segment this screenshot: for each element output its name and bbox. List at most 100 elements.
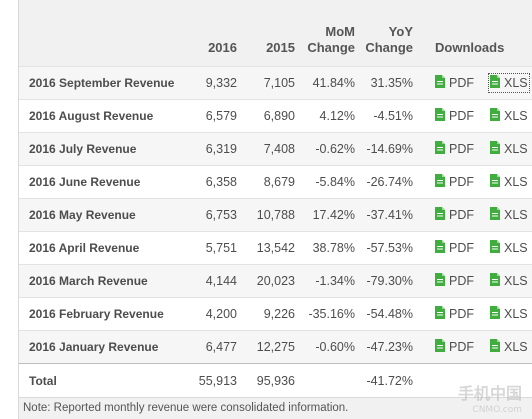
row-label: 2016 July Revenue xyxy=(19,131,191,165)
pdf-download-link[interactable]: PDF xyxy=(435,305,474,322)
total-downloads-cell xyxy=(421,362,532,399)
total-row: Total 55,913 95,936 -41.72% xyxy=(19,362,532,399)
file-icon xyxy=(490,173,504,190)
pdf-download-link[interactable]: PDF xyxy=(435,272,474,289)
table-row: 2016 May Revenue 6,753 10,788 17.42% -37.41%… xyxy=(19,197,532,231)
yoy-change: -14.69% xyxy=(363,131,421,165)
value-2016: 6,319 xyxy=(191,131,245,165)
mom-change: 4.12% xyxy=(303,98,363,132)
xls-download-link[interactable]: XLS xyxy=(490,140,528,157)
value-2015: 10,788 xyxy=(245,197,303,231)
pdf-label: PDF xyxy=(449,240,474,255)
header-yoy-line1: YoY xyxy=(388,23,413,39)
value-2016: 6,579 xyxy=(191,98,245,132)
downloads-cell: PDF XLS xyxy=(421,329,532,363)
row-label: 2016 February Revenue xyxy=(19,296,191,330)
total-yoy: -41.72% xyxy=(363,362,421,399)
table-row: 2016 March Revenue 4,144 20,023 -1.34% -79.3… xyxy=(19,263,532,297)
yoy-change: -26.74% xyxy=(363,164,421,198)
total-2016: 55,913 xyxy=(191,362,245,399)
file-icon xyxy=(490,140,504,157)
xls-label: XLS xyxy=(504,306,528,321)
footnote: Note: Reported monthly revenue were cons… xyxy=(19,397,532,419)
file-icon xyxy=(490,206,504,223)
header-2015: 2015 xyxy=(266,39,295,55)
mom-change: 38.78% xyxy=(303,230,363,264)
xls-download-link[interactable]: XLS xyxy=(490,173,528,190)
file-icon xyxy=(490,74,504,91)
value-2015: 9,226 xyxy=(245,296,303,330)
pdf-label: PDF xyxy=(449,306,474,321)
downloads-cell: PDF XLS xyxy=(421,263,532,297)
downloads-cell: PDF XLS xyxy=(421,65,532,99)
mom-change: 17.42% xyxy=(303,197,363,231)
downloads-cell: PDF XLS xyxy=(421,230,532,264)
xls-download-link[interactable]: XLS xyxy=(490,305,528,322)
pdf-download-link[interactable]: PDF xyxy=(435,173,474,190)
xls-download-link[interactable]: XLS xyxy=(490,338,528,355)
value-2016: 4,144 xyxy=(191,263,245,297)
mom-change: -0.62% xyxy=(303,131,363,165)
total-2015: 95,936 xyxy=(245,362,303,399)
value-2015: 12,275 xyxy=(245,329,303,363)
pdf-download-link[interactable]: PDF xyxy=(435,107,474,124)
xls-download-link[interactable]: XLS xyxy=(490,107,528,124)
pdf-download-link[interactable]: PDF xyxy=(435,206,474,223)
value-2015: 7,105 xyxy=(245,65,303,99)
pdf-download-link[interactable]: PDF xyxy=(435,239,474,256)
pdf-label: PDF xyxy=(449,108,474,123)
yoy-change: 31.35% xyxy=(363,65,421,99)
pdf-download-link[interactable]: PDF xyxy=(435,140,474,157)
value-2015: 8,679 xyxy=(245,164,303,198)
value-2016: 6,753 xyxy=(191,197,245,231)
value-2015: 6,890 xyxy=(245,98,303,132)
yoy-change: -47.23% xyxy=(363,329,421,363)
pdf-download-link[interactable]: PDF xyxy=(435,338,474,355)
mom-change: -1.34% xyxy=(303,263,363,297)
xls-download-link[interactable]: XLS xyxy=(488,72,530,93)
table-row: 2016 February Revenue 4,200 9,226 -35.16% -5… xyxy=(19,296,532,330)
xls-label: XLS xyxy=(504,207,528,222)
table-header-row: 2016 2015 MoM Change YoY Change Download… xyxy=(19,0,532,66)
pdf-label: PDF xyxy=(449,339,474,354)
table-row: 2016 August Revenue 6,579 6,890 4.12% -4.51%… xyxy=(19,98,532,132)
file-icon xyxy=(435,74,449,91)
table-row: 2016 July Revenue 6,319 7,408 -0.62% -14.69%… xyxy=(19,131,532,165)
pdf-label: PDF xyxy=(449,207,474,222)
mom-change: -5.84% xyxy=(303,164,363,198)
yoy-change: -4.51% xyxy=(363,98,421,132)
header-yoy-change: YoY Change xyxy=(363,0,421,66)
xls-label: XLS xyxy=(504,75,528,90)
xls-label: XLS xyxy=(504,339,528,354)
xls-download-link[interactable]: XLS xyxy=(490,272,528,289)
header-yoy-line2: Change xyxy=(365,39,413,55)
xls-label: XLS xyxy=(504,240,528,255)
value-2015: 20,023 xyxy=(245,263,303,297)
file-icon xyxy=(490,272,504,289)
pdf-label: PDF xyxy=(449,273,474,288)
header-downloads: Downloads xyxy=(435,39,505,55)
value-2016: 4,200 xyxy=(191,296,245,330)
value-2016: 9,332 xyxy=(191,65,245,99)
monthly-revenue-table: 2016 2015 MoM Change YoY Change Download… xyxy=(19,0,532,399)
header-label-cell xyxy=(19,0,191,66)
xls-download-link[interactable]: XLS xyxy=(490,206,528,223)
yoy-change: -79.30% xyxy=(363,263,421,297)
table-row: 2016 January Revenue 6,477 12,275 -0.60% -47… xyxy=(19,329,532,363)
downloads-cell: PDF XLS xyxy=(421,164,532,198)
pdf-download-link[interactable]: PDF xyxy=(435,74,474,91)
downloads-cell: PDF XLS xyxy=(421,131,532,165)
value-2016: 6,477 xyxy=(191,329,245,363)
file-icon xyxy=(490,239,504,256)
xls-download-link[interactable]: XLS xyxy=(490,239,528,256)
row-label: 2016 August Revenue xyxy=(19,98,191,132)
value-2016: 6,358 xyxy=(191,164,245,198)
file-icon xyxy=(435,173,449,190)
header-mom-line1: MoM xyxy=(325,23,355,39)
table-row: 2016 September Revenue 9,332 7,105 41.84% 31… xyxy=(19,65,532,99)
revenue-table-panel: 2016 2015 MoM Change YoY Change Download… xyxy=(18,0,532,419)
total-mom xyxy=(303,362,363,399)
mom-change: 41.84% xyxy=(303,65,363,99)
yoy-change: -54.48% xyxy=(363,296,421,330)
file-icon xyxy=(435,305,449,322)
